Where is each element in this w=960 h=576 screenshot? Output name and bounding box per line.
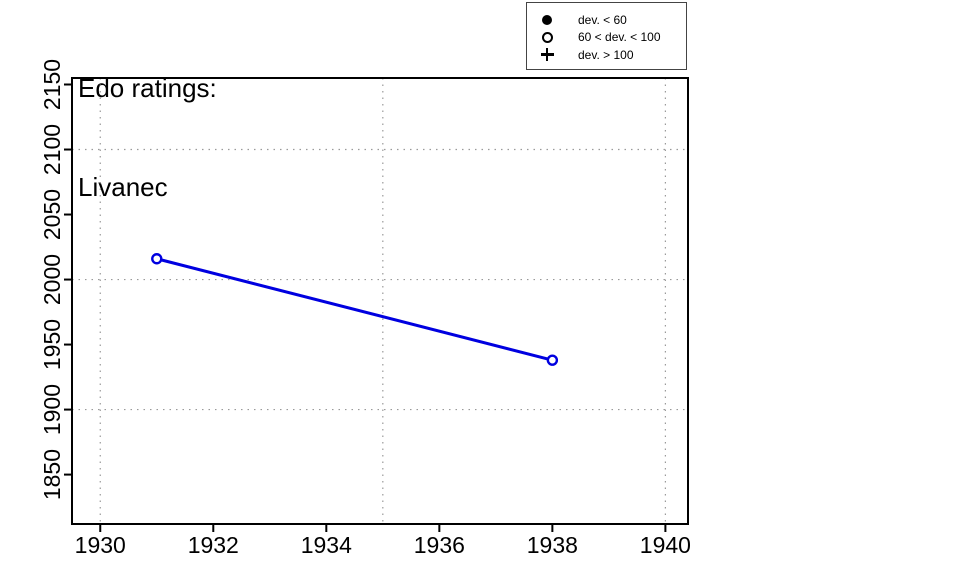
x-tick-label: 1934 — [301, 532, 352, 558]
x-tick-label: 1940 — [640, 532, 691, 558]
chart-title-line2: Livanec — [78, 172, 168, 202]
legend: dev. < 60 60 < dev. < 100 dev. > 100 — [526, 2, 687, 70]
filled-circle-icon — [542, 14, 552, 25]
legend-symbol-cell — [540, 48, 554, 61]
legend-label: dev. > 100 — [578, 47, 634, 62]
legend-label: 60 < dev. < 100 — [578, 30, 661, 44]
x-tick-label: 1932 — [188, 532, 239, 558]
legend-symbol-cell — [540, 14, 554, 25]
y-tick-label: 1900 — [39, 384, 65, 435]
y-tick-label: 2100 — [39, 124, 65, 175]
x-tick-label: 1938 — [527, 532, 578, 558]
rating-line — [156, 257, 553, 362]
legend-item-dev-lt-60: dev. < 60 — [527, 11, 686, 29]
legend-item-dev-gt-100: dev. > 100 — [527, 46, 686, 64]
data-point — [151, 253, 163, 265]
y-tick-label: 2050 — [39, 189, 65, 240]
y-tick-label: 2000 — [39, 254, 65, 305]
plot-border — [71, 77, 689, 525]
x-tick-label: 1936 — [414, 532, 465, 558]
legend-item-dev-60-100: 60 < dev. < 100 — [527, 28, 686, 46]
legend-label: dev. < 60 — [578, 12, 627, 27]
legend-symbol-cell — [540, 31, 554, 43]
x-tick-label: 1930 — [75, 532, 126, 558]
y-tick-label: 1950 — [39, 319, 65, 370]
plus-icon — [540, 48, 554, 61]
y-tick-label: 1850 — [39, 449, 65, 500]
data-point — [546, 354, 559, 366]
y-tick-label: 2150 — [39, 59, 65, 110]
open-circle-icon — [541, 31, 553, 43]
